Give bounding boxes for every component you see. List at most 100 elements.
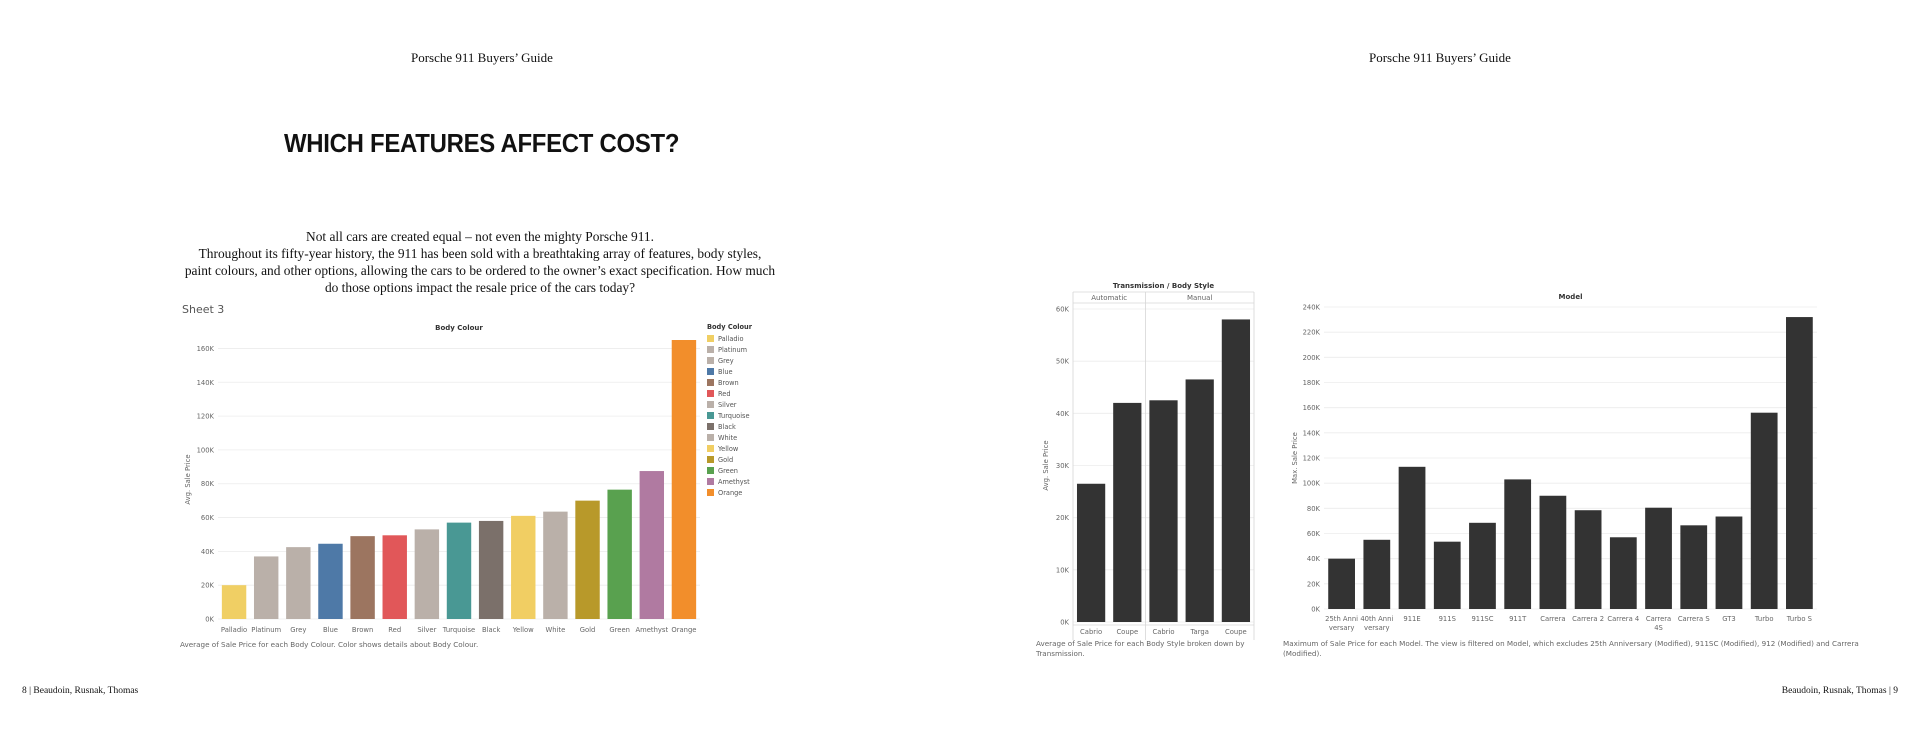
x-tick-label: 911T <box>1509 615 1527 623</box>
legend-item[interactable]: Green <box>707 465 752 476</box>
y-tick-label: 40K <box>1056 410 1070 418</box>
y-axis-label: Avg. Sale Price <box>1042 440 1050 490</box>
legend-item[interactable]: Orange <box>707 487 752 498</box>
bar-911s <box>1433 541 1461 609</box>
legend-label: Palladio <box>718 334 744 343</box>
legend-item[interactable]: Platinum <box>707 344 752 355</box>
y-tick-label: 180K <box>1303 379 1321 387</box>
y-tick-label: 160K <box>197 345 215 353</box>
legend-item[interactable]: Palladio <box>707 333 752 344</box>
legend-swatch <box>707 412 714 419</box>
group-header: Automatic <box>1091 294 1127 302</box>
y-tick-label: 0K <box>205 616 214 624</box>
bar-carrera-4s <box>1645 507 1672 609</box>
x-tick-label: 911SC <box>1471 615 1493 623</box>
legend-item[interactable]: Black <box>707 421 752 432</box>
bar-manual-coupe <box>1221 319 1251 622</box>
y-tick-label: 80K <box>1307 505 1321 513</box>
bar-silver <box>414 529 440 619</box>
legend-label: Yellow <box>718 444 739 453</box>
bar-gt3 <box>1715 516 1743 609</box>
x-tick-label: 25th Anni <box>1325 615 1358 623</box>
caption-line: (Modified). <box>1283 649 1322 658</box>
y-tick-label: 0K <box>1311 606 1320 614</box>
x-tick-label: Green <box>609 626 630 634</box>
legend-swatch <box>707 390 714 397</box>
legend-label: Green <box>718 466 738 475</box>
legend-item[interactable]: Red <box>707 388 752 399</box>
bar-turbo <box>1750 412 1778 609</box>
y-tick-label: 20K <box>201 582 215 590</box>
x-tick-label: Coupe <box>1116 628 1138 636</box>
bar-911e <box>1398 466 1426 609</box>
x-tick-label: Black <box>482 626 500 634</box>
bar-carrera-2 <box>1574 510 1602 609</box>
running-header: Porsche 911 Buyers’ Guide <box>411 50 553 65</box>
bar-amethyst <box>639 471 665 619</box>
bar-orange <box>671 340 697 619</box>
bar-manual-cabrio <box>1149 400 1178 622</box>
legend-item[interactable]: White <box>707 432 752 443</box>
y-tick-label: 120K <box>197 413 215 421</box>
x-tick-label: Cabrio <box>1080 628 1102 636</box>
x-tick-label: Carrera <box>1646 615 1671 623</box>
y-tick-label: 60K <box>1307 530 1321 538</box>
bar-black <box>478 520 504 619</box>
legend-item[interactable]: Grey <box>707 355 752 366</box>
bar-gold <box>575 500 600 619</box>
legend-item[interactable]: Amethyst <box>707 476 752 487</box>
intro-paragraph: Not all cars are created equal – not eve… <box>180 228 780 296</box>
legend-label: Silver <box>718 400 737 409</box>
x-tick-label: 911E <box>1403 615 1420 623</box>
bar-carrera-s <box>1680 525 1708 609</box>
legend-swatch <box>707 379 714 386</box>
legend-label: Orange <box>718 488 743 497</box>
y-tick-label: 10K <box>1056 566 1070 574</box>
y-tick-label: 200K <box>1303 354 1321 362</box>
legend-label: Amethyst <box>718 477 750 486</box>
x-tick-label: 40th Anni <box>1360 615 1393 623</box>
chart-title: Transmission / Body Style <box>1113 282 1214 290</box>
legend-swatch <box>707 401 714 408</box>
legend-swatch <box>707 335 714 342</box>
bar-green <box>607 489 632 619</box>
bar-carrera-4 <box>1609 537 1637 609</box>
x-tick-label: Palladio <box>221 626 247 634</box>
x-tick-label: Orange <box>671 626 696 634</box>
y-tick-label: 160K <box>1303 404 1321 412</box>
legend-item[interactable]: Blue <box>707 366 752 377</box>
x-tick-label: Brown <box>352 626 373 634</box>
bar-brown <box>350 536 375 619</box>
y-tick-label: 100K <box>1303 480 1321 488</box>
legend-swatch <box>707 346 714 353</box>
x-tick-label: Carrera S <box>1678 615 1710 623</box>
chart-caption: Average of Sale Price for each Body Colo… <box>180 640 479 649</box>
chart-title: Model <box>1559 293 1583 301</box>
x-tick-label: Turbo <box>1754 615 1774 623</box>
body-colour-legend: Body Colour Palladio Platinum Grey Blue Brow… <box>707 323 752 498</box>
legend-label: Turquoise <box>718 411 750 420</box>
x-tick-label: 911S <box>1439 615 1456 623</box>
group-header: Manual <box>1187 294 1212 302</box>
x-tick-label: versary <box>1329 624 1355 632</box>
legend-item[interactable]: Yellow <box>707 443 752 454</box>
legend-item[interactable]: Silver <box>707 399 752 410</box>
legend-item[interactable]: Gold <box>707 454 752 465</box>
y-tick-label: 40K <box>201 548 215 556</box>
bar-40th-anniversary <box>1363 539 1391 609</box>
y-tick-label: 80K <box>201 480 215 488</box>
legend-item[interactable]: Turquoise <box>707 410 752 421</box>
legend-item[interactable]: Brown <box>707 377 752 388</box>
y-tick-label: 20K <box>1307 580 1321 588</box>
y-tick-label: 0K <box>1060 619 1069 627</box>
bar-carrera <box>1539 495 1567 609</box>
running-header: Porsche 911 Buyers’ Guide <box>1369 50 1511 65</box>
caption-line: Transmission. <box>1036 649 1085 658</box>
bar-turbo-s <box>1786 317 1813 609</box>
legend-label: Gold <box>718 455 734 464</box>
x-tick-label: Targa <box>1190 628 1209 636</box>
intro-line: Not all cars are created equal – not eve… <box>306 229 654 244</box>
y-tick-label: 100K <box>197 446 215 454</box>
y-tick-label: 60K <box>1056 306 1070 314</box>
bar-manual-targa <box>1185 379 1214 622</box>
